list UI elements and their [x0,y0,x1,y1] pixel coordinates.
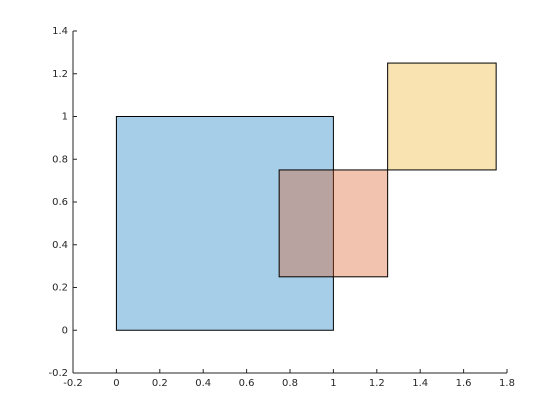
y-tick-label: 0.8 [52,154,68,165]
x-tick-label: -0.2 [63,378,83,389]
y-tick-label: 0.2 [52,283,68,294]
y-tick-label: 1 [62,112,68,123]
x-tick-label: 0.6 [239,378,255,389]
rectangle [387,62,497,171]
x-tick-label: 1.2 [369,378,385,389]
x-tick-label: 0.4 [195,378,211,389]
y-tick-label: 0.6 [52,197,68,208]
rectangle [115,116,334,331]
x-tick-label: 0 [113,378,119,389]
x-tick-label: 1 [330,378,336,389]
y-tick-label: 1.2 [52,69,68,80]
rectangle [278,169,389,278]
y-tick-label: 0.4 [52,240,68,251]
x-tick-label: 1.8 [499,378,515,389]
y-tick-label: 0 [62,325,68,336]
y-tick-label: -0.2 [48,368,68,379]
x-tick-label: 1.6 [456,378,472,389]
x-tick-label: 0.8 [282,378,298,389]
x-tick-label: 1.4 [412,378,428,389]
y-tick-label: 1.4 [52,26,68,37]
x-tick-label: 0.2 [152,378,168,389]
